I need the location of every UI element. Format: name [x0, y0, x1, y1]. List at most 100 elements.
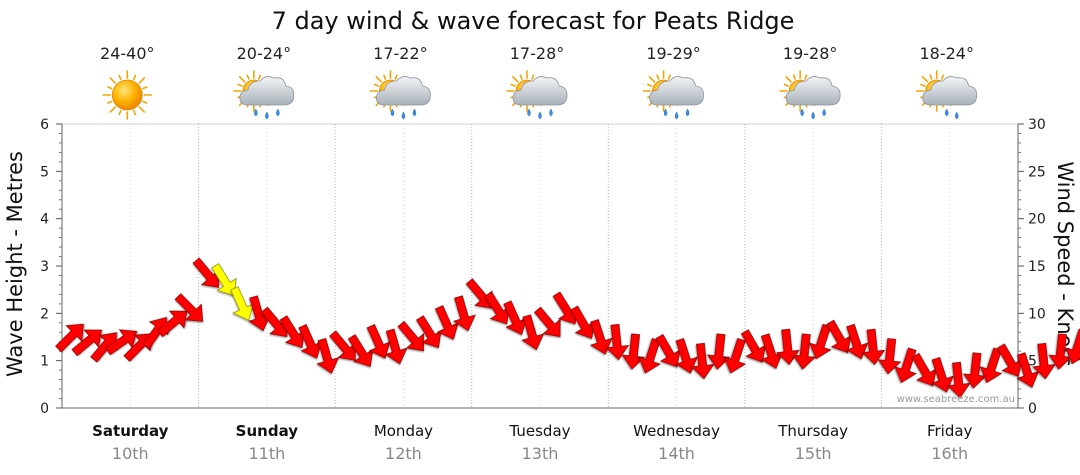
wind-arrow	[1016, 352, 1040, 388]
right-tick-label: 15	[1028, 259, 1046, 275]
wind-arrow	[826, 319, 852, 354]
left-tick-label: 6	[40, 117, 49, 133]
right-tick-label: 30	[1028, 117, 1046, 133]
wind-arrow	[1048, 333, 1073, 370]
sun-ray	[375, 76, 383, 83]
wind-arrow	[503, 300, 528, 336]
left-tick-label: 2	[40, 306, 49, 322]
wind-arrow	[435, 305, 459, 340]
rain-drop	[527, 108, 531, 117]
rain-drop	[800, 108, 804, 117]
wind-arrow	[156, 310, 188, 338]
sun-ray	[142, 100, 148, 104]
wind-arrow	[384, 328, 408, 365]
rain-drop	[954, 111, 959, 120]
temp-range: 19-29°	[646, 44, 701, 63]
right-tick-label: 25	[1028, 164, 1046, 180]
wind-arrow	[521, 314, 545, 351]
sun-ray	[107, 86, 113, 90]
rain-drop	[254, 108, 258, 117]
wind-arrow	[192, 257, 220, 288]
sun-ray	[510, 83, 516, 87]
sun-ray	[246, 74, 250, 80]
wind-arrow	[808, 323, 832, 360]
left-tick-label: 4	[40, 212, 49, 228]
rain-drop	[663, 108, 668, 117]
sun-ray	[940, 74, 945, 80]
chart-title: 7 day wind & wave forecast for Peats Rid…	[272, 7, 795, 35]
temp-range: 17-28°	[510, 44, 565, 63]
sun-ray	[531, 74, 535, 80]
sun-ray	[792, 74, 796, 80]
forecast-header: 24-40° 20-24° 17-22° 17-28° 19-29° 19-28° 18-2…	[100, 44, 978, 120]
day-name: Wednesday	[633, 422, 720, 440]
wind-arrow	[230, 286, 255, 321]
sun-ray	[394, 74, 398, 80]
sun-ray	[512, 76, 519, 83]
wind-arrow	[894, 347, 917, 384]
rain-drop	[549, 108, 553, 117]
day-date: 13th	[522, 444, 559, 463]
sun-ray	[109, 106, 117, 113]
wave-height-axis: 0 1 2 3 4 5 6	[40, 117, 62, 417]
day-name: Friday	[927, 422, 973, 440]
wind-arrow	[946, 361, 971, 399]
temp-range: 18-24°	[919, 44, 974, 63]
temp-range: 17-22°	[373, 44, 428, 63]
left-tick-label: 3	[40, 259, 49, 275]
sunny-icon	[102, 70, 153, 120]
light-rain-icon	[915, 70, 978, 120]
rain-drop	[822, 108, 826, 117]
wind-arrow	[316, 337, 340, 374]
day-name: Sunday	[236, 422, 299, 440]
wind-arrow	[329, 330, 356, 361]
right-tick-label: 20	[1028, 212, 1046, 228]
cloud-shape	[376, 76, 431, 106]
sun-ray	[258, 74, 262, 80]
source-credit: www.seabreeze.com.au	[897, 394, 1015, 405]
sun-ray	[783, 83, 789, 87]
wind-arrow	[347, 334, 374, 367]
wind-arrow	[638, 337, 661, 374]
right-tick-label: 0	[1028, 401, 1037, 417]
day-axis: Saturday 10th Sunday 11th Monday 12th Tuesday 1…	[92, 422, 972, 463]
wind-arrow	[760, 333, 784, 369]
showers-icon	[233, 70, 295, 120]
wind-arrow	[366, 324, 391, 359]
wind-arrow	[71, 329, 102, 357]
cloud-shape	[785, 76, 841, 106]
wind-arrow	[1065, 328, 1080, 365]
wind-arrow	[416, 315, 442, 349]
wind-arrow	[589, 319, 613, 355]
wind-arrow	[723, 337, 747, 374]
showers-icon	[506, 70, 568, 120]
sun-ray	[667, 74, 671, 80]
wind-arrow	[979, 347, 1003, 384]
sun-ray	[237, 83, 243, 87]
cloud-shape	[239, 76, 295, 106]
wind-arrow	[397, 320, 425, 352]
sun-ray	[920, 83, 926, 87]
wind-arrow	[453, 295, 476, 332]
rain-drop	[538, 111, 542, 120]
showers-icon	[642, 70, 704, 120]
sun-ray	[921, 76, 929, 83]
sun-ray	[785, 76, 792, 83]
sun-ray	[647, 83, 653, 87]
wind-arrow	[55, 323, 84, 353]
rain-drop	[412, 108, 417, 117]
left-axis-label: Wave Height - Metres	[3, 151, 27, 377]
rain-drop	[811, 111, 815, 120]
wind-series	[55, 257, 1080, 399]
temp-range: 20-24°	[237, 44, 292, 63]
wind-arrow	[845, 323, 869, 360]
sun-ray	[138, 77, 146, 84]
sun-ray	[519, 74, 523, 80]
day-date: 14th	[658, 444, 695, 463]
day-date: 11th	[248, 444, 285, 463]
wind-arrow	[211, 263, 237, 296]
wind-arrow	[911, 352, 937, 387]
temp-range: 24-40°	[100, 44, 155, 63]
wind-arrow	[707, 333, 731, 370]
